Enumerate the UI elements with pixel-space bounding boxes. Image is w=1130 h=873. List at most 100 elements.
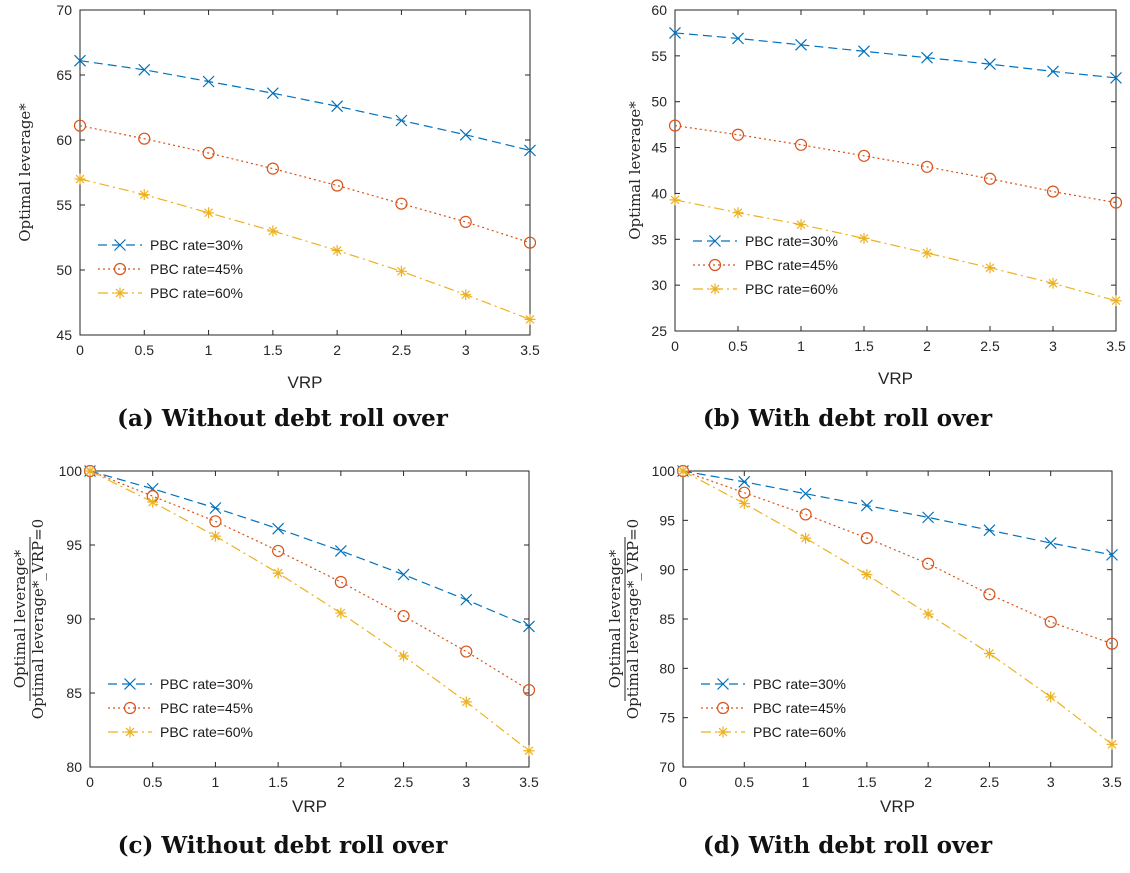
x-tick-label: 0 (76, 342, 84, 358)
legend-item: PBC rate=45% (701, 700, 846, 716)
series-line (89, 470, 530, 691)
legend-star-marker (124, 726, 136, 738)
y-tick-label: 70 (56, 2, 72, 18)
legend: PBC rate=30% PBC rate=45% PBC rate=60% (701, 676, 846, 740)
data-point-x-marker (1044, 537, 1057, 549)
x-tick-label: 1 (797, 338, 805, 354)
data-point-star-marker (460, 289, 472, 301)
plot-frame (89, 470, 530, 768)
legend-star-marker (717, 726, 729, 738)
chart-panel-d: 0 0.5 1 1.5 2 2.5 3 3.5 70 75 80 85 90 95 100 VRP Optima… (565, 450, 1130, 830)
chart-panel-b: 0 0.5 1 1.5 2 2.5 3 3.5 25 30 35 40 45 50 55 60 VRP Optim… (565, 0, 1130, 420)
x-tick-label: 3 (462, 342, 470, 358)
data-point-circle-marker (794, 138, 808, 151)
data-point-star-marker (669, 194, 681, 206)
data-point-star-marker (335, 607, 347, 619)
y-tick-label: 60 (56, 132, 72, 148)
data-point-x-marker (795, 38, 807, 51)
x-tick-label: 0 (86, 774, 94, 790)
x-tick-label: 1.5 (268, 774, 288, 790)
data-point-circle-marker (395, 197, 408, 210)
x-tick-label: 0 (671, 338, 679, 354)
chart-panel-a: 0 0.5 1 1.5 2 2.5 3 3.5 45 50 55 60 65 70 VRP Optimal l… (0, 0, 565, 420)
y-tick-label: 75 (659, 710, 675, 726)
y-axis-label: Optimal leverage* (16, 103, 34, 242)
data-point-star-marker (84, 465, 96, 477)
caption-d: (d) With debt roll over (702, 832, 993, 859)
data-point-star-marker (1106, 738, 1118, 750)
y-tick-label: 55 (56, 197, 72, 213)
data-point-x-marker (984, 58, 996, 71)
data-point-x-marker (732, 32, 744, 45)
x-axis-label: VRP (878, 369, 913, 388)
legend-star-marker (114, 287, 126, 299)
chart-a-svg: 0 0.5 1 1.5 2 2.5 3 3.5 45 50 55 60 65 70 VRP Optimal l… (16, 2, 540, 392)
data-point-x-marker (860, 499, 873, 512)
x-tick-label: 3.5 (519, 774, 539, 790)
legend-x-marker (709, 235, 721, 247)
y-tick-label: 50 (651, 94, 667, 110)
data-point-circle-marker (857, 149, 871, 162)
y-tick-label: 50 (56, 262, 72, 278)
data-point-circle-marker (523, 236, 537, 249)
data-point-x-marker (669, 27, 681, 39)
data-point-x-marker (460, 593, 473, 606)
data-point-x-marker (74, 54, 86, 67)
x-tick-label: 2 (923, 338, 931, 354)
chart-d-svg: 0 0.5 1 1.5 2 2.5 3 3.5 70 75 80 85 90 95 100 VRP Optima… (606, 463, 1122, 816)
y-tick-label: 25 (651, 323, 667, 339)
svg-text:Optimal leverage*_VRP=0: Optimal leverage*_VRP=0 (624, 519, 642, 719)
x-tick-label: 3 (462, 774, 470, 790)
data-point-star-marker (677, 465, 689, 477)
data-point-star-marker (398, 650, 410, 662)
x-tick-label: 3.5 (1102, 774, 1122, 790)
legend: PBC rate=30% PBC rate=45% PBC rate=60% (98, 237, 243, 301)
data-point-star-marker (147, 496, 159, 508)
legend-item: PBC rate=30% (701, 676, 846, 692)
series-s30 (669, 27, 1122, 84)
data-point-star-marker (74, 173, 86, 185)
data-point-circle-marker (731, 128, 745, 141)
data-point-star-marker (267, 225, 279, 237)
legend: PBC rate=30% PBC rate=45% PBC rate=60% (108, 676, 253, 740)
legend-label: PBC rate=60% (150, 285, 243, 301)
chart-c-svg: 0 0.5 1 1.5 2 2.5 3 3.5 80 85 90 95 100 VRP Optimal le… (11, 463, 539, 816)
series-s45 (73, 119, 537, 249)
data-point-circle-marker (202, 146, 215, 160)
data-point-star-marker (732, 207, 744, 219)
legend-circle-marker (123, 701, 137, 715)
x-tick-label: 0.5 (728, 338, 748, 354)
data-point-star-marker (984, 262, 996, 274)
legend-label: PBC rate=30% (160, 676, 253, 692)
data-point-x-marker (983, 524, 996, 537)
legend-label: PBC rate=45% (160, 700, 253, 716)
data-point-circle-marker (922, 557, 935, 570)
data-point-circle-marker (459, 215, 472, 228)
data-point-x-marker (331, 100, 344, 113)
data-point-x-marker (202, 75, 215, 88)
data-point-circle-marker (460, 645, 473, 658)
y-tick-label: 60 (651, 2, 667, 18)
x-tick-label: 0 (679, 774, 687, 790)
caption-c: (c) Without debt roll over (117, 832, 448, 859)
y-tick-label: 85 (66, 685, 82, 701)
legend-item: PBC rate=30% (693, 233, 838, 249)
data-point-x-marker (1106, 548, 1118, 561)
series-s45 (676, 464, 1119, 650)
data-point-x-marker (921, 51, 933, 64)
legend-label: PBC rate=45% (150, 261, 243, 277)
data-point-x-marker (738, 475, 751, 488)
data-point-x-marker (138, 63, 151, 76)
legend-x-marker (114, 239, 126, 251)
legend-item: PBC rate=60% (98, 285, 243, 301)
series-s60 (677, 465, 1118, 750)
y-tick-label: 30 (651, 277, 667, 293)
legend-label: PBC rate=45% (745, 257, 838, 273)
data-point-star-marker (523, 745, 535, 757)
data-point-circle-marker (668, 119, 682, 132)
y-tick-label: 85 (659, 611, 675, 627)
y-tick-label: 80 (66, 759, 82, 775)
x-tick-label: 0.5 (135, 342, 155, 358)
data-point-star-marker (1045, 691, 1057, 703)
data-point-circle-marker (860, 531, 873, 545)
